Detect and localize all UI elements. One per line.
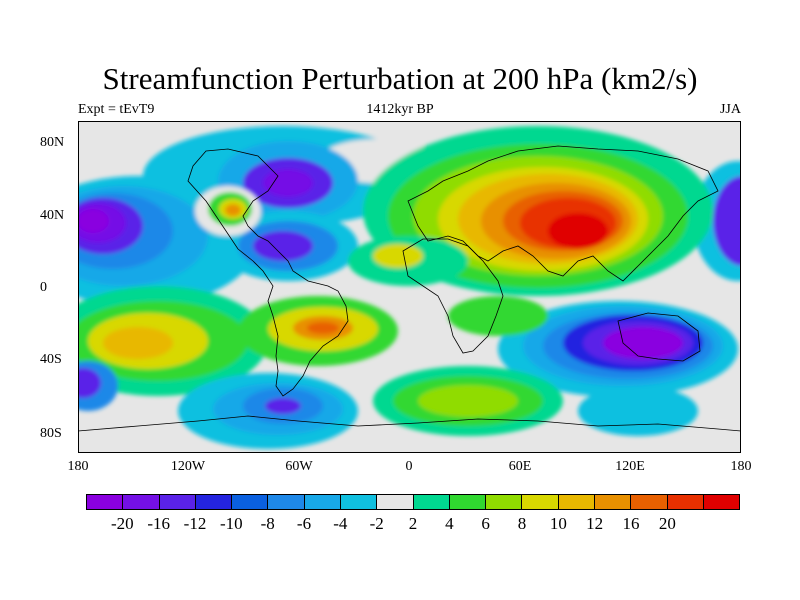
colorbar-tick-label: 12 [586, 514, 604, 533]
period-label: 1412kyr BP [366, 102, 434, 117]
colorbar-segment [703, 495, 740, 509]
x-tick-label: 0 [405, 459, 413, 474]
colorbar-segment [304, 495, 341, 509]
colorbar-tick-label: 10 [549, 514, 567, 533]
y-tick-label: 40S [40, 352, 62, 367]
colorbar-tick-label: 4 [445, 514, 454, 533]
colorbar-tick-label: 2 [408, 514, 418, 533]
y-tick-label: 80N [40, 135, 65, 150]
colorbar-segment [522, 495, 559, 509]
map-plot-area [78, 121, 741, 453]
colorbar-tick-label: -8 [260, 514, 275, 533]
x-tick-label: 120E [615, 459, 645, 474]
antarctica-coastline [78, 415, 741, 432]
contour-fields [78, 126, 741, 449]
colorbar-segment [449, 495, 487, 509]
colorbar-tick-label: 8 [517, 514, 527, 533]
coastlines [78, 145, 741, 432]
x-tick-label: 120W [170, 459, 206, 474]
eurasia-coastline [407, 145, 719, 282]
colorbar-segment [377, 495, 414, 509]
colorbar-tick-label: 16 [622, 514, 640, 533]
colorbar-segment [232, 495, 269, 509]
colorbar-segment [594, 495, 632, 509]
colorbar-segment [195, 495, 233, 509]
colorbar-segment [159, 495, 196, 509]
colorbar-tick-label: 6 [481, 514, 490, 533]
x-tick-label: 180 [67, 459, 89, 474]
colorbar-tick-label: 20 [658, 514, 676, 533]
chart-title: Streamfunction Perturbation at 200 hPa (… [102, 61, 698, 96]
colorbar-segment [123, 495, 160, 509]
colorbar-tick-label: -10 [219, 514, 243, 533]
y-tick-label: 0 [40, 280, 47, 295]
colorbar [86, 494, 740, 510]
colorbar-segment [87, 495, 124, 509]
colorbar-segment [631, 495, 668, 509]
colorbar-segment [413, 495, 450, 509]
australia-coastline [617, 312, 701, 362]
y-tick-label: 80S [40, 426, 62, 441]
africa-coastline [402, 238, 504, 354]
colorbar-segment [340, 495, 378, 509]
colorbar-tick-label: -16 [147, 514, 170, 533]
y-tick-label: 40N [40, 208, 65, 223]
colorbar-segment [486, 495, 523, 509]
colorbar-tick-label: -6 [296, 514, 312, 533]
colorbar-tick-label: -2 [369, 514, 384, 533]
season-label: JJA [719, 102, 741, 117]
x-tick-label: 60E [508, 459, 532, 474]
colorbar-segment [558, 495, 595, 509]
colorbar-tick-label: -20 [110, 514, 134, 533]
x-tick-label: 60W [285, 459, 313, 474]
colorbar-segment [268, 495, 305, 509]
colorbar-tick-label: -12 [183, 514, 207, 533]
americas-coastline [187, 148, 349, 397]
colorbar-segment [667, 495, 704, 509]
colorbar-tick-label: -4 [333, 514, 348, 533]
x-tick-label: 180 [730, 459, 752, 474]
experiment-label: Expt = tEvT9 [78, 102, 155, 117]
